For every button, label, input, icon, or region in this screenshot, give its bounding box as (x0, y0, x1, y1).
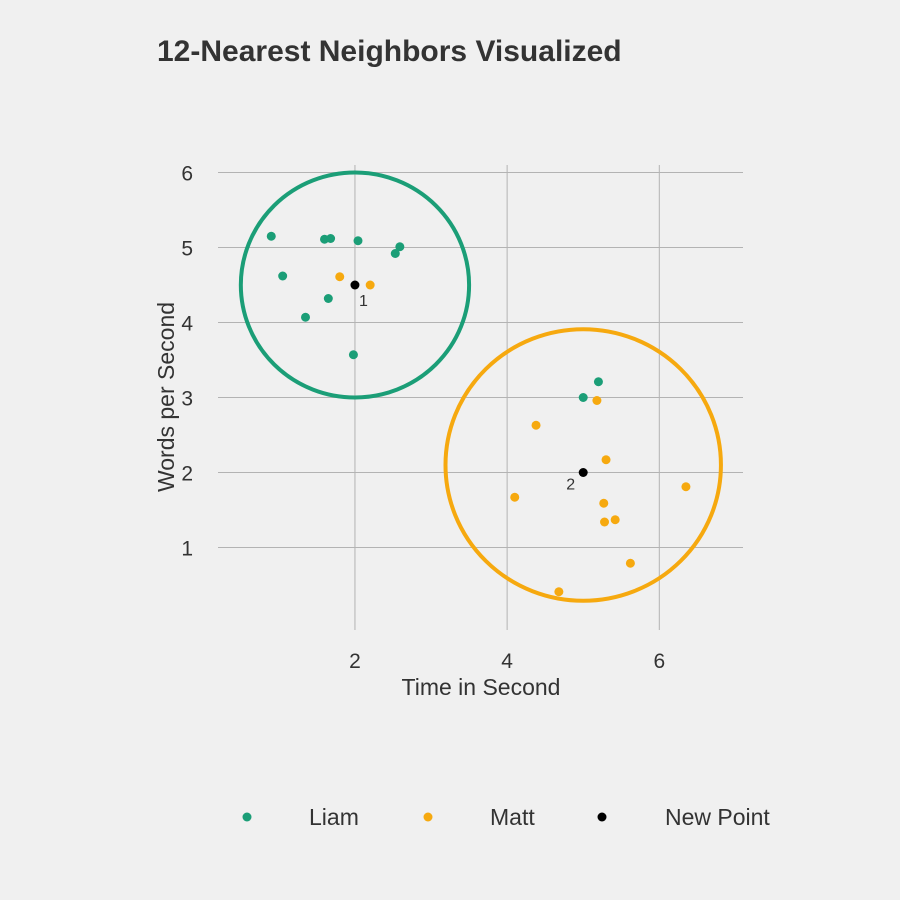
point-matt (554, 587, 564, 597)
neighbor-circle (238, 170, 472, 400)
axis-ticks: 2 4 6 1 2 3 4 5 6 (181, 163, 665, 674)
neighbor-circles (238, 170, 723, 603)
point-liam (266, 231, 276, 241)
point-liam (326, 234, 336, 243)
point-liam (301, 312, 310, 322)
x-axis-label: Time in Second (402, 674, 561, 700)
point-new-point (578, 468, 588, 477)
point-matt (531, 420, 541, 430)
point-matt (599, 498, 609, 508)
point-matt (625, 558, 635, 568)
point-matt (335, 272, 345, 282)
point-liam (593, 377, 603, 387)
legend-swatch-liam (242, 812, 252, 822)
point-liam (353, 236, 363, 246)
point-new-point (350, 280, 360, 290)
point-liam (323, 294, 333, 303)
y-tick-label: 2 (181, 463, 193, 486)
point-matt (365, 280, 375, 290)
y-tick-label: 5 (181, 238, 193, 261)
point-liam (395, 242, 405, 252)
legend-label-matt: Matt (490, 804, 535, 830)
legend-swatch-matt (423, 812, 433, 822)
point-matt (510, 492, 520, 502)
grid-lines (218, 165, 743, 630)
point-matt (681, 482, 691, 492)
y-tick-label: 1 (181, 538, 193, 561)
y-axis-label: Words per Second (153, 302, 179, 492)
point-liam (578, 393, 588, 402)
y-tick-label: 3 (181, 388, 193, 411)
neighbor-circle (443, 327, 723, 603)
y-tick-label: 4 (181, 313, 193, 336)
point-matt (601, 455, 611, 465)
point-liam (348, 350, 358, 360)
x-tick-label: 2 (349, 650, 361, 673)
y-tick-label: 6 (181, 163, 193, 186)
point-matt (600, 517, 610, 527)
data-points: 12 (266, 231, 691, 597)
point-liam (278, 271, 288, 281)
legend: Liam Matt New Point (242, 804, 770, 830)
new-point-label: 2 (566, 477, 575, 494)
new-point-label: 1 (359, 293, 368, 310)
point-matt (592, 396, 602, 405)
point-matt (610, 515, 620, 525)
point-liam (390, 249, 400, 258)
chart-title: 12-Nearest Neighbors Visualized (157, 35, 622, 68)
x-tick-label: 4 (501, 650, 513, 673)
legend-label-liam: Liam (309, 804, 359, 830)
x-tick-label: 6 (653, 650, 665, 673)
legend-label-new-point: New Point (665, 804, 770, 830)
legend-swatch-new-point (597, 812, 607, 822)
